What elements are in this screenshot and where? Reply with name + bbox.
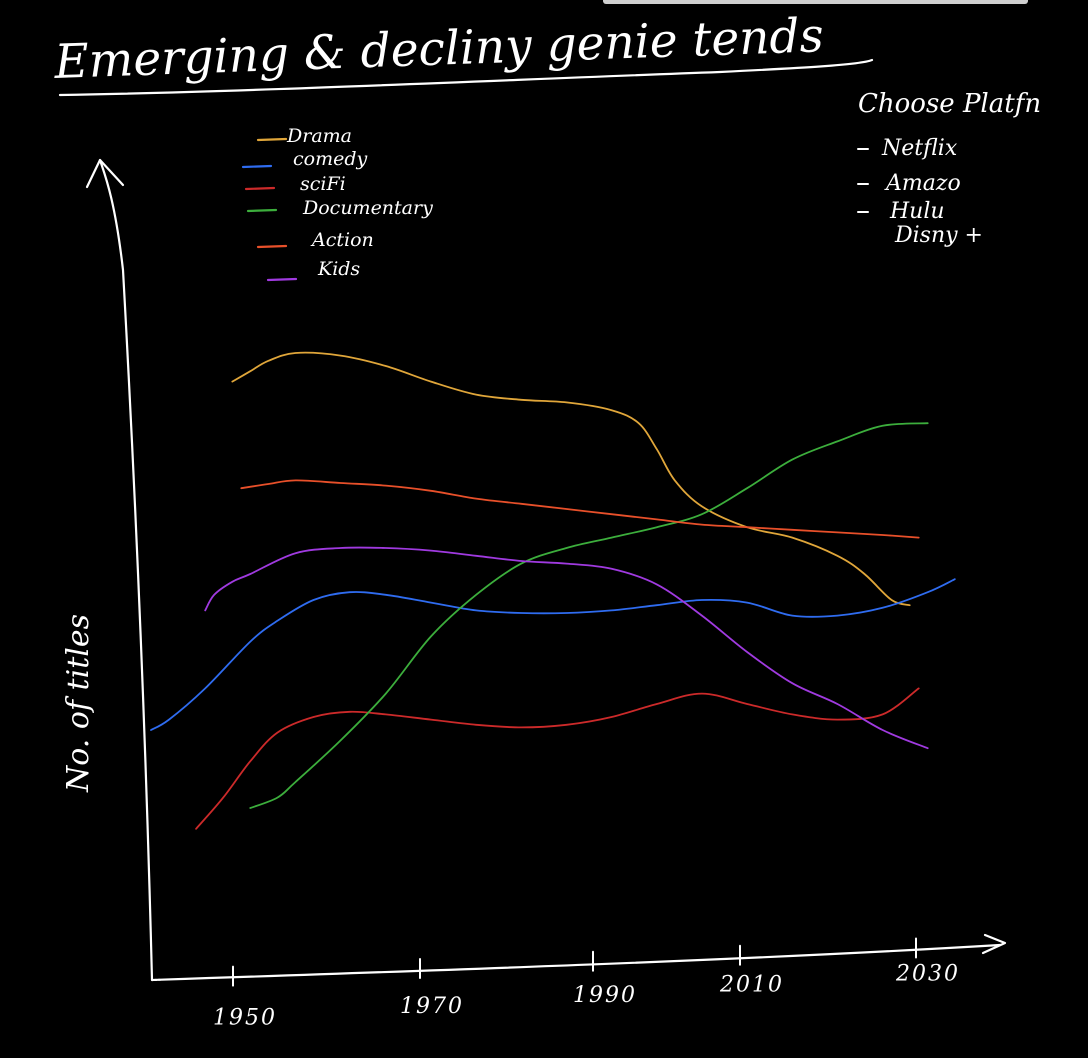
- title-underline: [58, 58, 874, 97]
- series-line-scifi: [195, 687, 920, 830]
- legend-swatch-kids: [266, 277, 298, 282]
- platform-option-hulu[interactable]: Hulu: [889, 199, 945, 224]
- platform-heading: Choose Platfn: [858, 89, 1041, 119]
- legend-swatch-scifi: [244, 186, 276, 191]
- legend-label-scifi: sciFi: [300, 173, 346, 195]
- series-line-action: [240, 479, 920, 539]
- x-tick-label-1950: 1950: [213, 1006, 277, 1031]
- series-line-kids: [204, 546, 929, 750]
- y-axis-label: No. of titles: [61, 614, 96, 793]
- x-tick-label-1970: 1970: [400, 994, 464, 1019]
- x-axis-arrowhead: [981, 933, 1007, 955]
- legend-label-drama: Drama: [286, 125, 352, 147]
- platform-option-amazo[interactable]: Amazo: [884, 171, 961, 196]
- legend-label-documentary: Documentary: [302, 197, 433, 219]
- legend-swatch-comedy: [241, 164, 273, 169]
- x-axis-line: [150, 943, 1002, 982]
- legend-label-action: Action: [310, 229, 374, 251]
- legend-swatch-drama: [256, 137, 288, 142]
- chart-title: Emerging & decliny genie tends: [52, 8, 824, 90]
- legend-label-comedy: comedy: [293, 148, 368, 170]
- y-axis-arrowhead: [85, 158, 125, 189]
- platform-option-disny[interactable]: Disny +: [894, 223, 983, 248]
- x-tick-label-2010: 2010: [719, 973, 784, 998]
- series-line-documentary: [249, 422, 929, 809]
- x-ticks: 1950 1970 1990 2010 2030: [213, 937, 960, 1031]
- platform-option-netflix[interactable]: Netflix: [881, 136, 958, 161]
- legend-swatch-documentary: [246, 208, 278, 213]
- x-tick-label-1990: 1990: [573, 983, 637, 1008]
- legend-swatch-action: [256, 244, 288, 249]
- series-line-drama: [231, 351, 911, 607]
- x-tick-label-2030: 2030: [895, 961, 960, 986]
- legend-label-kids: Kids: [317, 258, 360, 280]
- series-lines: [150, 351, 956, 830]
- y-axis-line: [98, 158, 154, 982]
- series-line-comedy: [150, 578, 956, 731]
- window-top-bar: [603, 0, 1028, 4]
